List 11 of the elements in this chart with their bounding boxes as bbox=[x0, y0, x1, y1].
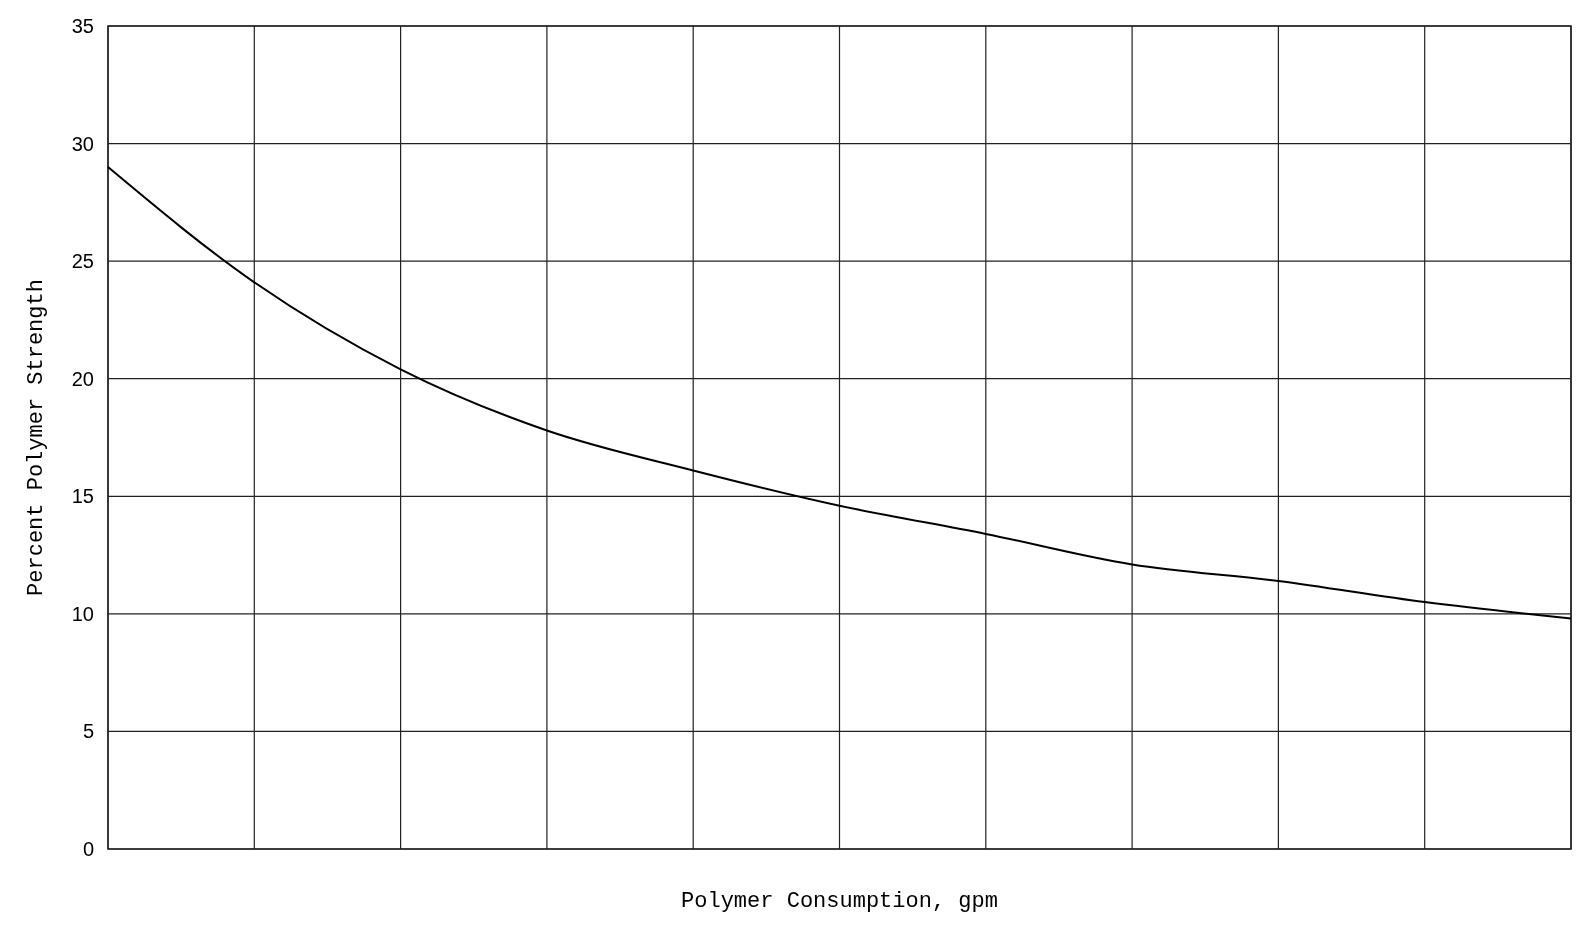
y-axis-title: Percent Polymer Strength bbox=[24, 279, 49, 596]
y-tick-label: 20 bbox=[71, 367, 94, 390]
y-tick-label: 30 bbox=[71, 132, 94, 155]
y-tick-label: 15 bbox=[71, 485, 94, 508]
line-series bbox=[107, 166, 1572, 620]
y-tick-label: 35 bbox=[71, 15, 94, 37]
y-tick-label: 5 bbox=[82, 720, 94, 743]
y-tick-label: 0 bbox=[82, 838, 94, 860]
x-axis-title: Polymer Consumption, gpm bbox=[681, 889, 998, 914]
y-tick-label: 25 bbox=[71, 250, 94, 273]
y-tick-label: 10 bbox=[71, 602, 94, 625]
